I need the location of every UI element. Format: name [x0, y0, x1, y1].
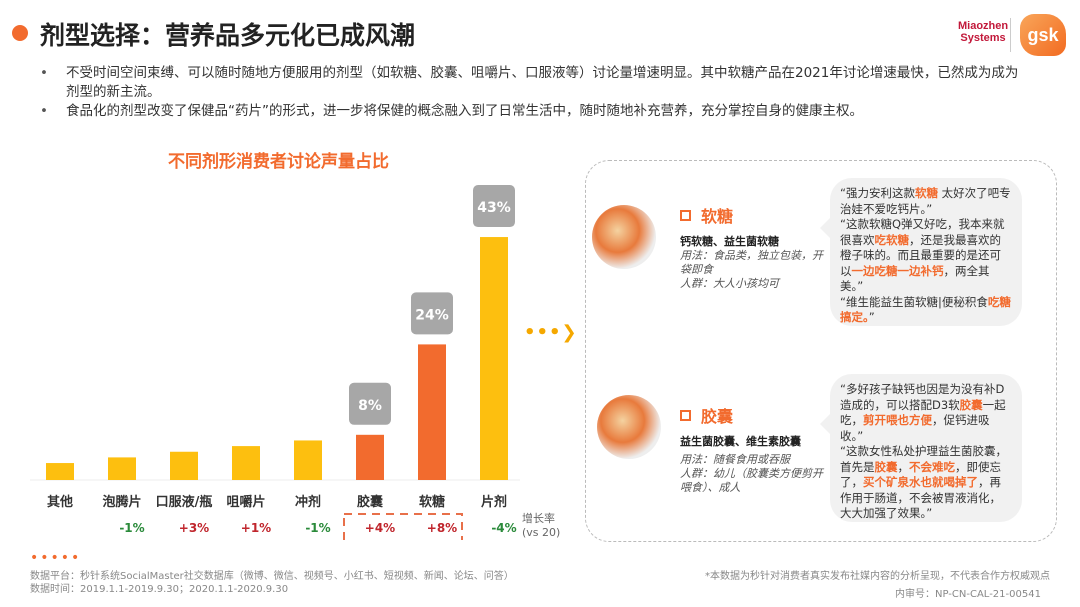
capsule-crowd: 人群：幼儿（胶囊类方便剪开喂食）、成人: [680, 467, 823, 494]
growth-label: +1%: [241, 521, 271, 535]
disclaimer: *本数据为秒针对消费者真实发布社媒内容的分析呈现，不代表合作方权威观点: [705, 571, 1050, 582]
capsule-types: 益生菌胶囊、维生素胶囊: [680, 435, 801, 448]
examples-panel: [585, 160, 1057, 542]
bar: [294, 440, 322, 480]
checkbox-icon: [680, 210, 691, 221]
capsule-usage: 用法：随餐食用或吞服: [680, 453, 790, 466]
value-label-box: [473, 185, 515, 228]
highlight-text: 吃软糖: [874, 232, 910, 247]
value-label: 8%: [358, 398, 382, 414]
quote-text: ”: [868, 310, 875, 324]
category-label: 口服液/瓶: [156, 494, 213, 510]
softcandy-usage: 用法：食品类，独立包装，开袋即食: [680, 249, 823, 276]
bar: [108, 457, 136, 480]
growth-label: -1%: [305, 521, 330, 535]
highlight-text: 胶囊: [874, 459, 898, 474]
growth-label: +4%: [365, 521, 395, 535]
category-label: 咀嚼片: [226, 494, 265, 510]
bullet-item: 食品化的剂型改变了保健品“药片”的形式，进一步将保健的概念融入到了日常生活中，随…: [40, 102, 1030, 121]
bar: [232, 446, 260, 480]
capsule-quote-bubble: “多好孩子缺钙也因是为没有补D造成的，可以搭配D3软胶囊一起吃，剪开喂也方便，促…: [820, 374, 1022, 522]
highlight-text: 吃糖搞定。: [840, 294, 1011, 325]
bullet-item: 不受时间空间束缚、可以随时随地方便服用的剂型（如软糖、胶囊、咀嚼片、口服液等）讨…: [40, 64, 1030, 102]
highlight-text: 软糖: [914, 186, 938, 200]
quote-text: “维生能益生菌软糖|便秘积食: [840, 294, 988, 309]
quote-text: ，: [897, 459, 910, 474]
category-label: 片剂: [481, 494, 507, 510]
category-label: 泡腾片: [102, 494, 141, 510]
highlight-box: [343, 513, 463, 540]
title-bullet-icon: [12, 25, 28, 41]
gsk-logo: gsk: [1020, 14, 1066, 56]
growth-label: -1%: [119, 521, 144, 535]
highlight-text: 剪开喂也方便: [863, 413, 932, 427]
decorative-dots: •••••: [30, 550, 82, 566]
quote-text: ，还是我最喜欢的橙子味的。而且最重要的是还可以: [840, 232, 1001, 278]
highlight-text: 胶囊: [959, 397, 983, 412]
quote-text: “多好孩子缺钙也因是为没有补D造成的，可以搭配D3软: [840, 382, 1005, 412]
softcandy-types: 钙软糖、益生菌软糖: [680, 235, 779, 248]
quote-text: “这款软糖Q弹又好吃，我本来就很喜欢: [840, 217, 1005, 247]
checkbox-icon: [680, 410, 691, 421]
softcandy-quote-bubble: “强力安利这款软糖 太好次了吧专治娃不爱吃钙片。” “这款软糖Q弹又好吃，我本来就…: [820, 178, 1022, 326]
chart-title: 不同剂形消费者讨论声量占比: [168, 152, 389, 172]
category-label: 胶囊: [357, 494, 384, 510]
value-label: 24%: [415, 307, 449, 323]
source-note: 数据平台：秒针系统SocialMaster社交数据库（微博、微信、视频号、小红书…: [30, 571, 514, 582]
quote-text: ，再作用于肠道，不会被胃液消化，大大加强了效果。”: [840, 475, 1001, 520]
period-note: 数据时间：2019.1.1-2019.9.30；2020.1.1-2020.9.…: [30, 584, 289, 595]
quote-text: “强力安利这款: [840, 186, 915, 200]
capsule-info: 胶囊 益生菌胶囊、维生素胶囊 用法：随餐食用或吞服 人群：幼儿（胶囊类方便剪开喂…: [680, 403, 825, 495]
review-code: 内审号：NP-CN-CAL-21-00541: [895, 589, 1041, 600]
category-label: 冲剂: [295, 494, 321, 510]
quote-text: 太好次了吧专治娃不爱吃钙片。”: [840, 186, 1011, 216]
softcandy-info: 软糖 钙软糖、益生菌软糖 用法：食品类，独立包装，开袋即食 人群：大人小孩均可: [680, 203, 825, 291]
capsule-title: 胶囊: [701, 407, 734, 426]
quote-text: 一起吃，: [840, 397, 1006, 428]
bar-chart: 其他 泡腾片 -1% 口服液/瓶 +3% 咀嚼片 +1% 冲剂 -1% 胶囊 8% +4% 软糖 24% +…: [30, 185, 560, 540]
growth-axis-label: 增长率: [522, 511, 555, 525]
value-label-box: [411, 292, 453, 335]
quote-text: ，两全其美。”: [840, 263, 990, 294]
growth-label: +3%: [179, 521, 209, 535]
quote-text: ，即使忘了，: [840, 459, 1001, 490]
bar: [356, 434, 384, 480]
category-label: 软糖: [419, 494, 445, 510]
category-label: 其他: [47, 494, 73, 510]
softcandy-image: [592, 205, 656, 269]
growth-label: -4%: [491, 521, 516, 535]
bar: [170, 451, 198, 480]
summary-bullets: 不受时间空间束缚、可以随时随地方便服用的剂型（如软糖、胶囊、咀嚼片、口服液等）讨…: [40, 64, 1030, 121]
bar: [418, 344, 446, 480]
value-label: 43%: [477, 200, 511, 216]
logo-divider: [1010, 18, 1011, 52]
growth-axis-label: (vs 20): [522, 526, 560, 539]
highlight-text: 不会难吃: [909, 459, 955, 474]
softcandy-title: 软糖: [701, 207, 734, 226]
growth-label: +8%: [427, 521, 457, 535]
highlight-text: 一边吃糖一边补钙: [851, 263, 944, 278]
capsule-image: [597, 395, 661, 459]
bar: [480, 237, 508, 480]
arrow-right-icon: •••❯: [524, 322, 578, 343]
page-title: 剂型选择：营养品多元化已成风潮: [40, 21, 416, 50]
value-label-box: [349, 382, 391, 425]
quote-text: ，促钙进吸收。”: [840, 413, 990, 443]
highlight-text: 买个矿泉水也就喝掉了: [863, 475, 978, 489]
bar: [46, 463, 74, 480]
quote-text: “这款女性私处护理益生菌胶囊，首先是: [840, 444, 1007, 474]
miaozhen-logo: Miaozhen Systems: [958, 20, 1009, 44]
softcandy-crowd: 人群：大人小孩均可: [680, 277, 779, 290]
